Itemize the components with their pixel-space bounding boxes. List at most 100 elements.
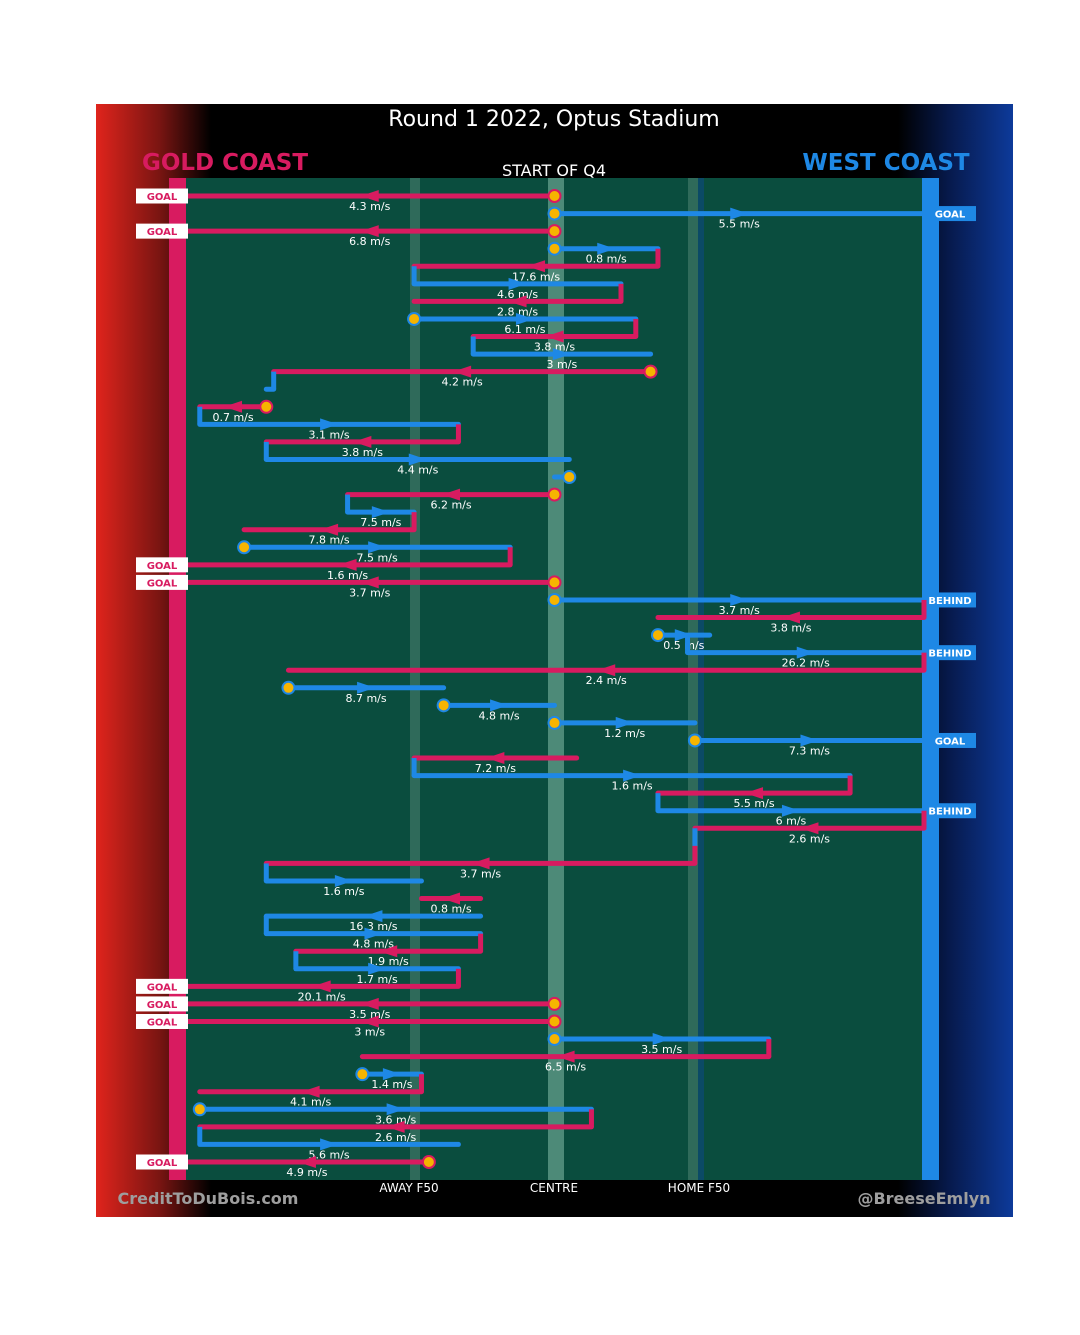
chain-speed-label: 5.6 m/s <box>309 1148 350 1161</box>
chain-42: 16.3 m/s <box>263 910 484 933</box>
chain-arrow <box>360 997 379 1010</box>
chain-arrow <box>320 418 339 431</box>
chart-svg: Round 1 2022, Optus Stadium START OF Q4 … <box>96 104 1013 1217</box>
chain-arrow <box>597 242 616 255</box>
stoppage-marker <box>547 241 562 256</box>
chain-39: 3.7 m/s <box>263 845 698 880</box>
stoppage-marker <box>547 189 562 203</box>
chain-speed-label: 4.8 m/s <box>353 938 394 951</box>
chain-54: 2.6 m/s <box>197 1109 594 1144</box>
chain-speed-label: 1.6 m/s <box>323 885 364 898</box>
chain-arrow <box>781 611 800 624</box>
axis-label-centre: CENTRE <box>530 1181 578 1195</box>
centre-line <box>548 178 564 1180</box>
chain-arrow <box>360 1015 379 1028</box>
chain-33: 7.2 m/s <box>411 752 580 775</box>
stoppage-marker <box>547 996 562 1011</box>
outcome-label: GOAL <box>147 982 178 993</box>
chain-arrow <box>745 787 764 800</box>
chain-31: 1.2 m/s <box>547 715 698 740</box>
chain-arrow <box>508 295 527 308</box>
chain-arrow <box>360 576 379 589</box>
chain-2: 5.5 m/s GOAL <box>547 206 976 231</box>
chain-speed-label: 5.5 m/s <box>719 218 760 231</box>
chain-arrow <box>545 330 564 343</box>
chain-arrow <box>552 348 571 361</box>
chain-4: 0.8 m/s <box>547 241 661 266</box>
outcome-badge <box>924 732 976 748</box>
chain-speed-label: 0.8 m/s <box>430 903 471 916</box>
chain-arrow <box>453 365 472 378</box>
stoppage-marker <box>355 1067 370 1082</box>
chain-speed-label: 3.6 m/s <box>375 1113 416 1126</box>
chain-30: 4.8 m/s <box>436 698 557 722</box>
chain-speed-label: 3.8 m/s <box>534 341 575 354</box>
chain-53: 3.6 m/s <box>192 1102 594 1126</box>
chain-speed-label: 4.3 m/s <box>349 200 390 213</box>
chain-arrow <box>800 734 819 747</box>
chain-arrow <box>379 945 398 958</box>
chain-20: 7.8 m/s <box>241 512 417 547</box>
chain-arrow <box>490 699 509 712</box>
chain-speed-label: 3.8 m/s <box>342 446 383 459</box>
chain-arrow <box>674 629 693 642</box>
outcome-badge <box>136 557 188 573</box>
stoppage-marker <box>407 311 422 326</box>
chain-arrow <box>781 804 800 817</box>
chain-speed-label: 6.2 m/s <box>430 499 471 512</box>
chain-speed-label: 3.8 m/s <box>770 622 811 635</box>
outcome-label: BEHIND <box>928 649 971 660</box>
outcome-label: GOAL <box>147 192 178 203</box>
outcome-badge <box>924 592 976 608</box>
chain-10: 3 m/s <box>470 336 654 371</box>
stoppage-marker <box>259 399 274 414</box>
chain-speed-label: 5.5 m/s <box>733 797 774 810</box>
chain-55: 5.6 m/s <box>197 1126 461 1161</box>
chain-arrow <box>224 400 243 413</box>
chain-49: 3.5 m/s <box>547 1032 772 1056</box>
outcome-badge <box>924 206 976 222</box>
outcome-badge <box>924 645 976 661</box>
chain-arrow <box>371 506 390 519</box>
chain-8: 6.1 m/s <box>407 311 639 336</box>
chain-15: 3.8 m/s <box>263 424 461 459</box>
chain-speed-label: 2.4 m/s <box>586 674 627 687</box>
chain-arrow <box>386 1103 405 1116</box>
chain-speed-label: 4.8 m/s <box>478 709 519 722</box>
chain-speed-label: 3.7 m/s <box>719 604 760 617</box>
chain-speed-label: 3 m/s <box>547 358 578 371</box>
outcome-badge <box>136 188 188 204</box>
stoppage-marker <box>650 628 665 643</box>
chain-speed-label: 3 m/s <box>354 1025 385 1038</box>
chain-arrow <box>357 681 376 694</box>
chain-speed-label: 1.6 m/s <box>612 780 653 793</box>
footer-handle: @BreeseEmlyn <box>857 1189 990 1208</box>
chain-speed-label: 2.8 m/s <box>497 305 538 318</box>
outcome-label: GOAL <box>147 227 178 238</box>
chain-speed-label: 7.2 m/s <box>475 762 516 775</box>
outcome-label: GOAL <box>147 578 178 589</box>
outcome-badge <box>136 574 188 590</box>
west-coast-label: WEST COAST <box>802 150 970 176</box>
chain-speed-label: 1.7 m/s <box>357 973 398 986</box>
chain-44: 1.9 m/s <box>293 933 484 968</box>
chain-speed-label: 2.6 m/s <box>789 832 830 845</box>
axis-label-away-f50: AWAY F50 <box>379 1181 438 1195</box>
chain-arrow <box>312 980 331 993</box>
chain-speed-label: 3.1 m/s <box>309 428 350 441</box>
chain-speed-label: 4.4 m/s <box>397 463 438 476</box>
chain-speed-label: 1.4 m/s <box>371 1078 412 1091</box>
chain-speed-label: 16.3 m/s <box>349 920 397 933</box>
outcome-badge <box>136 1154 188 1170</box>
chain-3: 6.8 m/s GOAL <box>136 223 562 248</box>
stoppage-marker <box>421 1155 436 1169</box>
chain-arrow <box>652 1033 671 1046</box>
stoppage-marker <box>192 1102 207 1117</box>
chain-speed-label: 7.8 m/s <box>309 534 350 547</box>
stoppage-marker <box>547 715 562 730</box>
stoppage-marker <box>547 487 562 502</box>
chain-speed-label: 4.1 m/s <box>290 1096 331 1109</box>
chain-speed-label: 6.8 m/s <box>349 235 390 248</box>
chain-arrow <box>597 664 616 677</box>
chain-arrow <box>386 1120 405 1133</box>
